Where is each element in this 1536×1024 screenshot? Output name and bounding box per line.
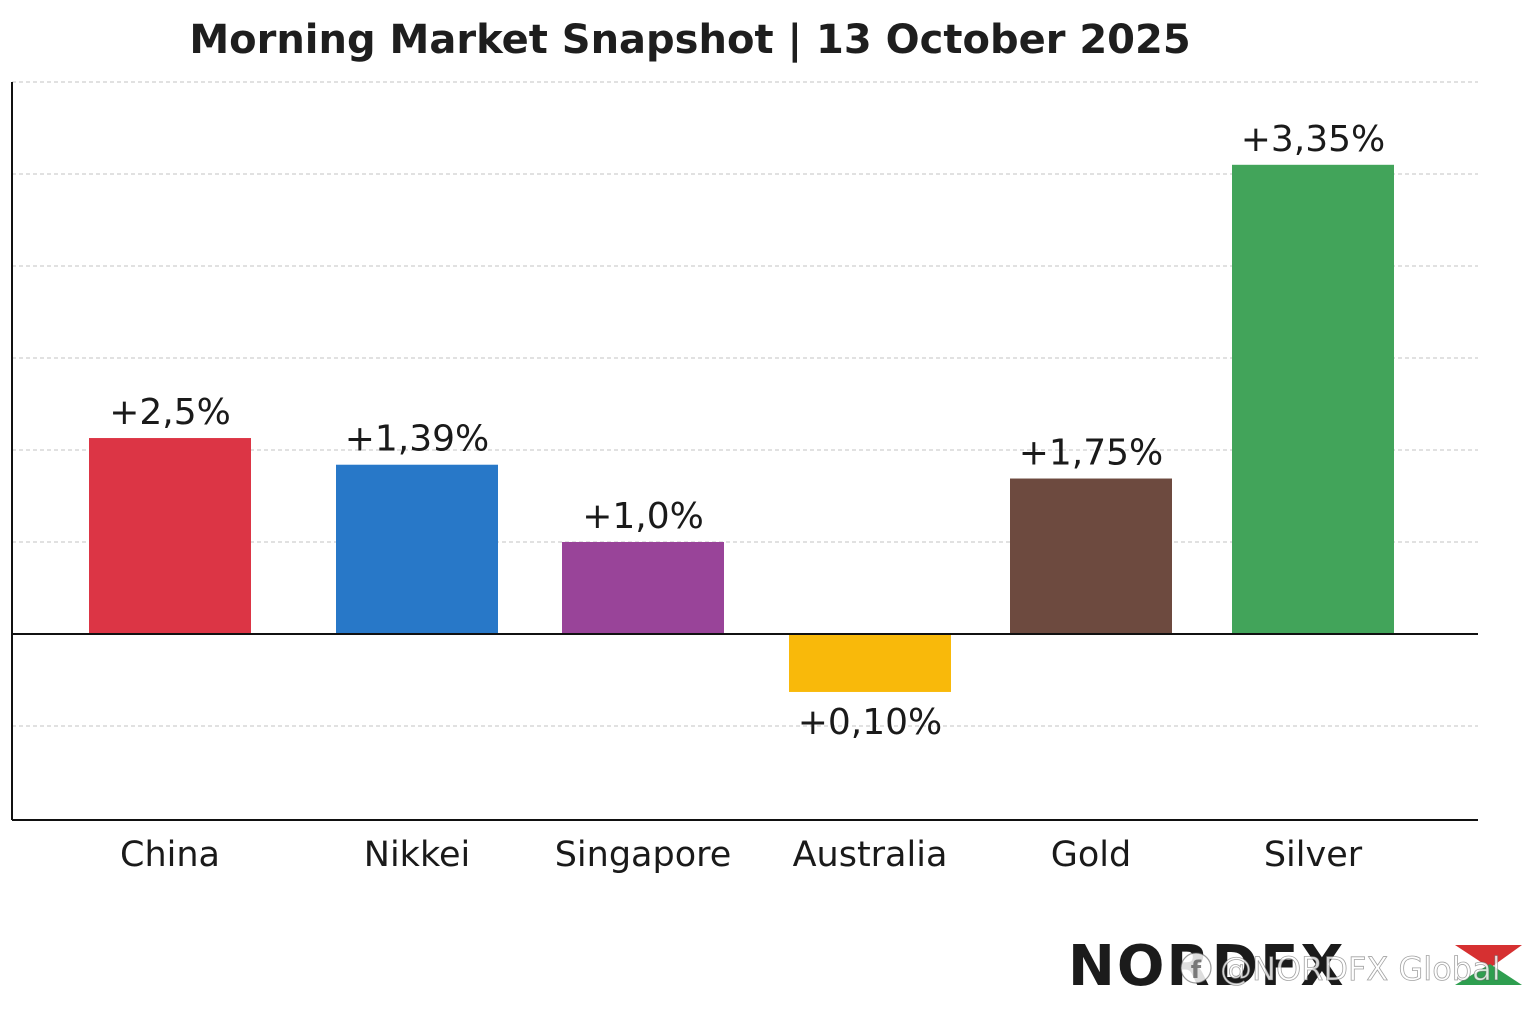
value-labels: +2,5% +1,39% +1,0% +0,10% +1,75% +3,35% xyxy=(109,119,1385,743)
logo-accent-icon xyxy=(1455,945,1522,968)
watermark-text: @NORDFX Global xyxy=(1220,950,1501,988)
tick-label-china: China xyxy=(120,835,220,875)
facebook-icon xyxy=(1180,952,1212,984)
logo-accent-green-icon xyxy=(1455,964,1522,985)
tick-label-nikkei: Nikkei xyxy=(364,835,470,875)
bar-silver xyxy=(1232,164,1394,635)
facebook-glyph: f xyxy=(1191,956,1202,984)
bars xyxy=(89,164,1394,692)
value-label-gold: +1,75% xyxy=(1019,433,1164,474)
tick-label-australia: Australia xyxy=(793,835,948,875)
value-label-nikkei: +1,39% xyxy=(345,419,490,460)
tick-label-singapore: Singapore xyxy=(555,835,732,875)
bar-gold xyxy=(1010,478,1172,634)
tick-label-gold: Gold xyxy=(1051,835,1131,875)
social-watermark: f @NORDFX Global xyxy=(1180,950,1501,988)
bar-china xyxy=(89,438,251,634)
value-label-china: +2,5% xyxy=(109,392,231,433)
value-label-australia: +0,10% xyxy=(798,702,943,743)
bar-singapore xyxy=(562,542,724,634)
bar-australia xyxy=(789,634,951,692)
tick-label-silver: Silver xyxy=(1264,835,1363,875)
value-label-singapore: +1,0% xyxy=(582,496,704,537)
value-label-silver: +3,35% xyxy=(1241,119,1386,160)
x-tick-labels: China Nikkei Singapore Australia Gold Silver xyxy=(120,835,1363,875)
bar-nikkei xyxy=(336,464,498,634)
chart-title: Morning Market Snapshot | 13 October 202… xyxy=(189,17,1190,64)
